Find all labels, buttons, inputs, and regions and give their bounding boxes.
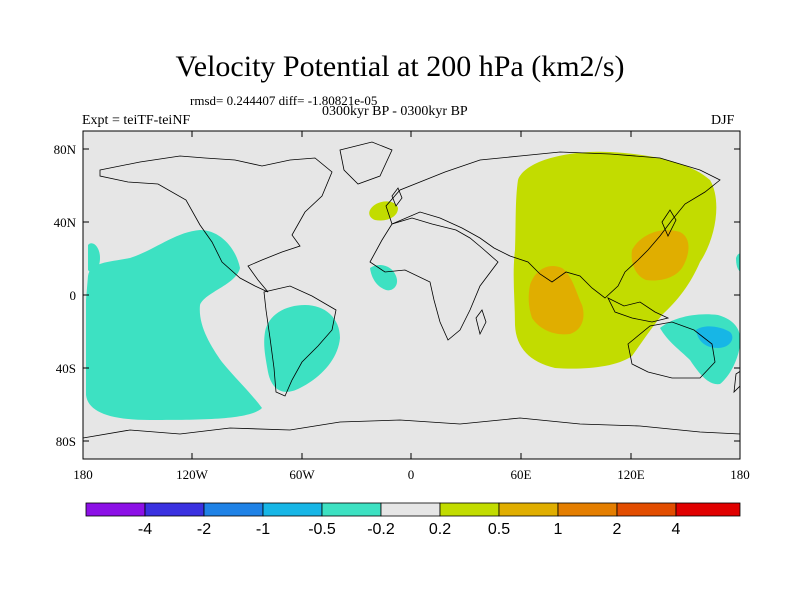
colorbar-box-7 [439, 502, 500, 517]
colorbar-box-10 [616, 502, 677, 517]
africa-eurasia-coastline [369, 217, 499, 341]
colorbar-box-9 [557, 502, 618, 517]
south-america-coastline [263, 285, 337, 397]
colorbar-box-6 [380, 502, 441, 517]
x-tick-label-180-left: 180 [73, 467, 93, 482]
colorbar-label-2: 2 [613, 521, 622, 538]
colorbar-box-5 [321, 502, 382, 517]
colorbar-label-minus-2: -2 [197, 521, 211, 538]
east-edge-negative-region [736, 253, 740, 272]
plot-title: Velocity Potential at 200 hPa (km2/s) [175, 50, 625, 83]
stats-text: rmsd= 0.244407 diff= -1.80821e-05 [190, 93, 378, 108]
y-tick-label-40N: 40N [54, 215, 77, 230]
new-zealand-coastline [733, 370, 740, 394]
east-pacific-negative-region [86, 230, 262, 420]
colorbar-box-2 [144, 502, 205, 517]
y-tick-label-40S: 40S [56, 361, 76, 376]
colorbar-label-minus-4: -4 [138, 521, 152, 538]
maritime-continent-coastline [607, 297, 670, 323]
experiment-label: Expt = teiTF-teiNF [82, 113, 191, 128]
colorbar-label-4: 4 [672, 521, 681, 538]
colorbar-label-minus-0-5: -0.5 [308, 521, 336, 538]
madagascar-coastline [475, 309, 487, 336]
colorbar-box-8 [498, 502, 559, 517]
greenland-coastline [339, 141, 393, 185]
y-tick-label-0: 0 [70, 288, 77, 303]
colorbar-box-3 [203, 502, 264, 517]
colorbar: -4 -2 -1 -0.5 -0.2 0.2 0.5 1 2 4 [85, 502, 741, 538]
colorbar-label-minus-1: -1 [256, 521, 270, 538]
indian-ocean-strong-positive-region [528, 265, 584, 335]
map-area [83, 131, 740, 459]
europe-positive-region [369, 201, 398, 221]
colorbar-box-4 [262, 502, 323, 517]
x-tick-label-60E: 60E [511, 467, 532, 482]
australia-strong-negative-region [696, 326, 733, 348]
north-america-coastline [99, 155, 333, 293]
uk-coastline [391, 187, 403, 207]
colorbar-label-minus-0-2: -0.2 [367, 521, 395, 538]
colorbar-label-1: 1 [554, 521, 563, 538]
eurasia-coastline [385, 151, 721, 299]
season-label: DJF [711, 113, 735, 128]
y-tick-label-80N: 80N [54, 142, 77, 157]
x-tick-label-180-right: 180 [730, 467, 750, 482]
east-asia-strong-positive-region [631, 230, 689, 281]
pacific-small-negative-region [88, 243, 100, 273]
y-tick-label-80S: 80S [56, 434, 76, 449]
x-tick-label-60W: 60W [289, 467, 315, 482]
colorbar-box-11 [675, 502, 741, 517]
y-axis-ticks [83, 148, 740, 442]
antarctica-coastline [83, 417, 740, 439]
colorbar-label-0-2: 0.2 [429, 521, 451, 538]
colorbar-box-1 [85, 502, 146, 517]
period-label: 0300kyr BP - 0300kyr BP [322, 104, 468, 119]
colorbar-label-0-5: 0.5 [488, 521, 510, 538]
japan-coastline [661, 209, 677, 237]
x-tick-label-120W: 120W [176, 467, 209, 482]
x-axis-ticks [82, 131, 741, 459]
south-america-negative-region [264, 305, 340, 392]
x-tick-label-0: 0 [408, 467, 415, 482]
australia-coastline [627, 321, 716, 379]
coastlines [83, 141, 740, 439]
x-tick-label-120E: 120E [617, 467, 645, 482]
